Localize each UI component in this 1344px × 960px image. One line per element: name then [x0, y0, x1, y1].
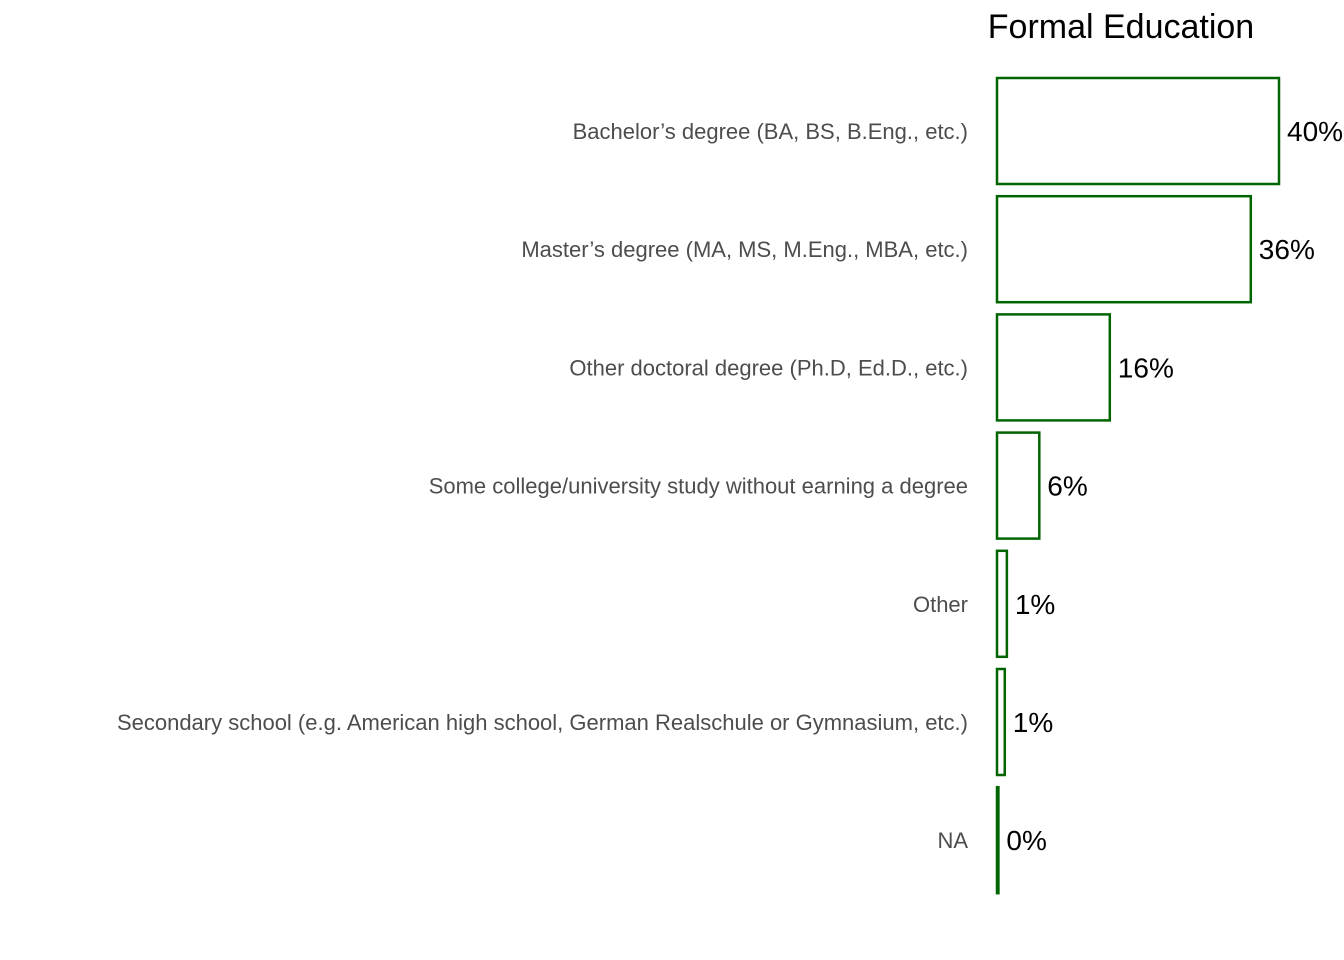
bar-0: [995, 76, 1281, 186]
bar-3: [995, 431, 1041, 540]
bar-1: [995, 194, 1253, 304]
value-label-0: 40%: [1287, 116, 1343, 147]
category-label-3: Some college/university study without ea…: [429, 474, 968, 499]
category-label-4: Other: [913, 592, 968, 617]
bar-5: [995, 667, 1007, 777]
category-label-2: Other doctoral degree (Ph.D, Ed.D., etc.…: [569, 355, 968, 380]
value-label-5: 1%: [1013, 707, 1053, 738]
value-label-3: 6%: [1047, 471, 1087, 502]
value-label-4: 1%: [1015, 589, 1055, 620]
value-label-1: 36%: [1259, 234, 1315, 265]
chart-title: Formal Education: [988, 8, 1254, 46]
value-label-2: 16%: [1118, 352, 1174, 383]
bar-6: [995, 785, 1000, 895]
category-label-5: Secondary school (e.g. American high sch…: [117, 710, 968, 735]
bar-2: [995, 313, 1112, 422]
bar-4: [995, 549, 1009, 659]
bars-layer: Bachelor’s degree (BA, BS, B.Eng., etc.)…: [117, 76, 1343, 895]
category-label-1: Master’s degree (MA, MS, M.Eng., MBA, et…: [521, 237, 968, 262]
category-label-6: NA: [937, 828, 968, 853]
category-label-0: Bachelor’s degree (BA, BS, B.Eng., etc.): [573, 119, 968, 144]
value-label-6: 0%: [1006, 825, 1046, 856]
